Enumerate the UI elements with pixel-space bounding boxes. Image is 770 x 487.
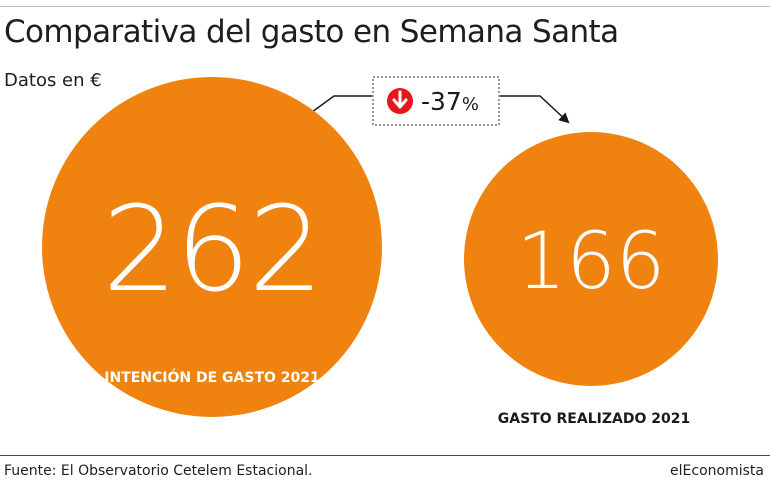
top-rule — [0, 6, 770, 7]
change-label: -37% — [421, 87, 479, 116]
connector-left-line — [311, 95, 372, 113]
bubble-intencion: 262 INTENCIÓN DE GASTO 2021 — [42, 77, 382, 417]
source-note: Fuente: El Observatorio Cetelem Estacion… — [4, 463, 313, 479]
change-value: -37 — [421, 87, 462, 116]
chart-subtitle: Datos en € — [4, 70, 102, 91]
bottom-rule — [0, 455, 770, 456]
bubble-realizado-label: GASTO REALIZADO 2021 — [498, 411, 690, 427]
connector-right-arrow — [500, 95, 570, 124]
bubble-realizado-value: 166 — [517, 217, 666, 307]
chart-title: Comparativa del gasto en Semana Santa — [4, 14, 619, 50]
down-arrow-icon — [387, 88, 413, 114]
bubble-intencion-circle — [42, 77, 382, 417]
bubble-realizado: 166 — [464, 132, 718, 386]
bubble-intencion-value: 262 — [102, 180, 321, 318]
bubble-realizado-circle — [464, 132, 718, 386]
change-unit: % — [462, 94, 479, 115]
bubble-intencion-label: INTENCIÓN DE GASTO 2021 — [104, 368, 320, 386]
change-badge: -37% — [372, 76, 500, 126]
brand-logo: elEconomista — [670, 463, 764, 479]
